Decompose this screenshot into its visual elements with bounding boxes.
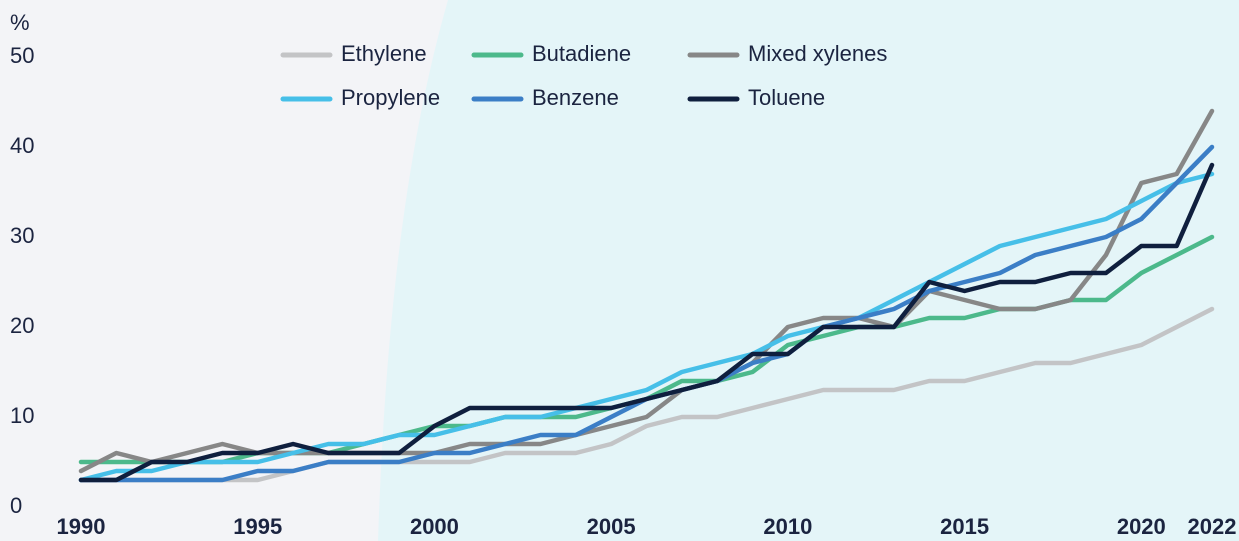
y-tick-label: 10 bbox=[10, 403, 34, 428]
series-line bbox=[78, 162, 1215, 483]
x-tick-label: 2010 bbox=[763, 514, 812, 539]
legend-label: Benzene bbox=[532, 85, 619, 110]
x-tick-label: 2000 bbox=[410, 514, 459, 539]
legend-label: Butadiene bbox=[532, 41, 631, 66]
x-tick-label: 2005 bbox=[587, 514, 636, 539]
legend-label: Mixed xylenes bbox=[748, 41, 887, 66]
x-tick-label: 1990 bbox=[57, 514, 106, 539]
y-tick-label: 50 bbox=[10, 43, 34, 68]
y-tick-label: 0 bbox=[10, 493, 22, 518]
x-tick-label: 1995 bbox=[233, 514, 282, 539]
series-line bbox=[78, 171, 1215, 483]
legend-label: Propylene bbox=[341, 85, 440, 110]
y-tick-label: 40 bbox=[10, 133, 34, 158]
legend-label: Toluene bbox=[748, 85, 825, 110]
series-line bbox=[78, 306, 1215, 483]
x-tick-label: 2015 bbox=[940, 514, 989, 539]
legend-label: Ethylene bbox=[341, 41, 427, 66]
y-tick-label: 20 bbox=[10, 313, 34, 338]
x-tick-label: 2020 bbox=[1117, 514, 1166, 539]
y-axis-label: % bbox=[10, 10, 30, 35]
series-line bbox=[78, 108, 1215, 474]
y-tick-label: 30 bbox=[10, 223, 34, 248]
x-tick-label: 2022 bbox=[1188, 514, 1237, 539]
